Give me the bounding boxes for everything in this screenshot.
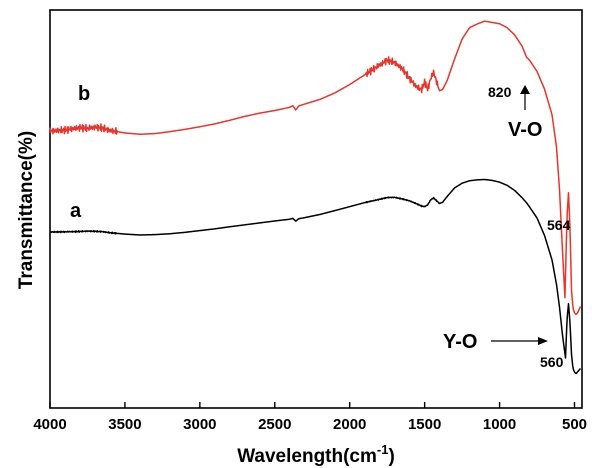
x-tick-label: 2000	[333, 416, 366, 433]
series-line-a	[49, 178, 582, 375]
vo-label: V-O	[508, 119, 542, 141]
x-tick-label: 1000	[483, 416, 516, 433]
x-tick-label: 500	[562, 416, 587, 433]
x-tick-label: 3000	[183, 416, 216, 433]
x-tick-label: 3500	[108, 416, 141, 433]
x-ticks: 4000 3500 3000 2500 2000 1500 1000 500	[33, 402, 587, 433]
x-tick-label: 4000	[33, 416, 66, 433]
yo-arrow-head	[538, 337, 548, 345]
series-line-b	[49, 20, 582, 316]
series-lines	[49, 20, 582, 375]
x-axis-title-base: Wavelength(cm	[237, 446, 377, 467]
x-axis-title-close: )	[388, 446, 394, 467]
x-axis-title-sup: -1	[377, 442, 389, 457]
peak-label-820: 820	[488, 84, 512, 100]
plot-frame	[49, 9, 583, 409]
x-tick-label: 2500	[258, 416, 291, 433]
series-label-b: b	[78, 83, 90, 105]
yo-label: Y-O	[443, 331, 477, 353]
peak-label-560: 560	[540, 354, 564, 370]
x-tick-label: 1500	[408, 416, 441, 433]
series-label-a: a	[70, 200, 82, 222]
y-axis-title: Transmittance(%)	[16, 131, 37, 289]
x-axis-title: Wavelength(cm-1)	[237, 442, 395, 467]
vo-arrow-head	[520, 85, 530, 94]
peak-label-564: 564	[547, 217, 571, 233]
